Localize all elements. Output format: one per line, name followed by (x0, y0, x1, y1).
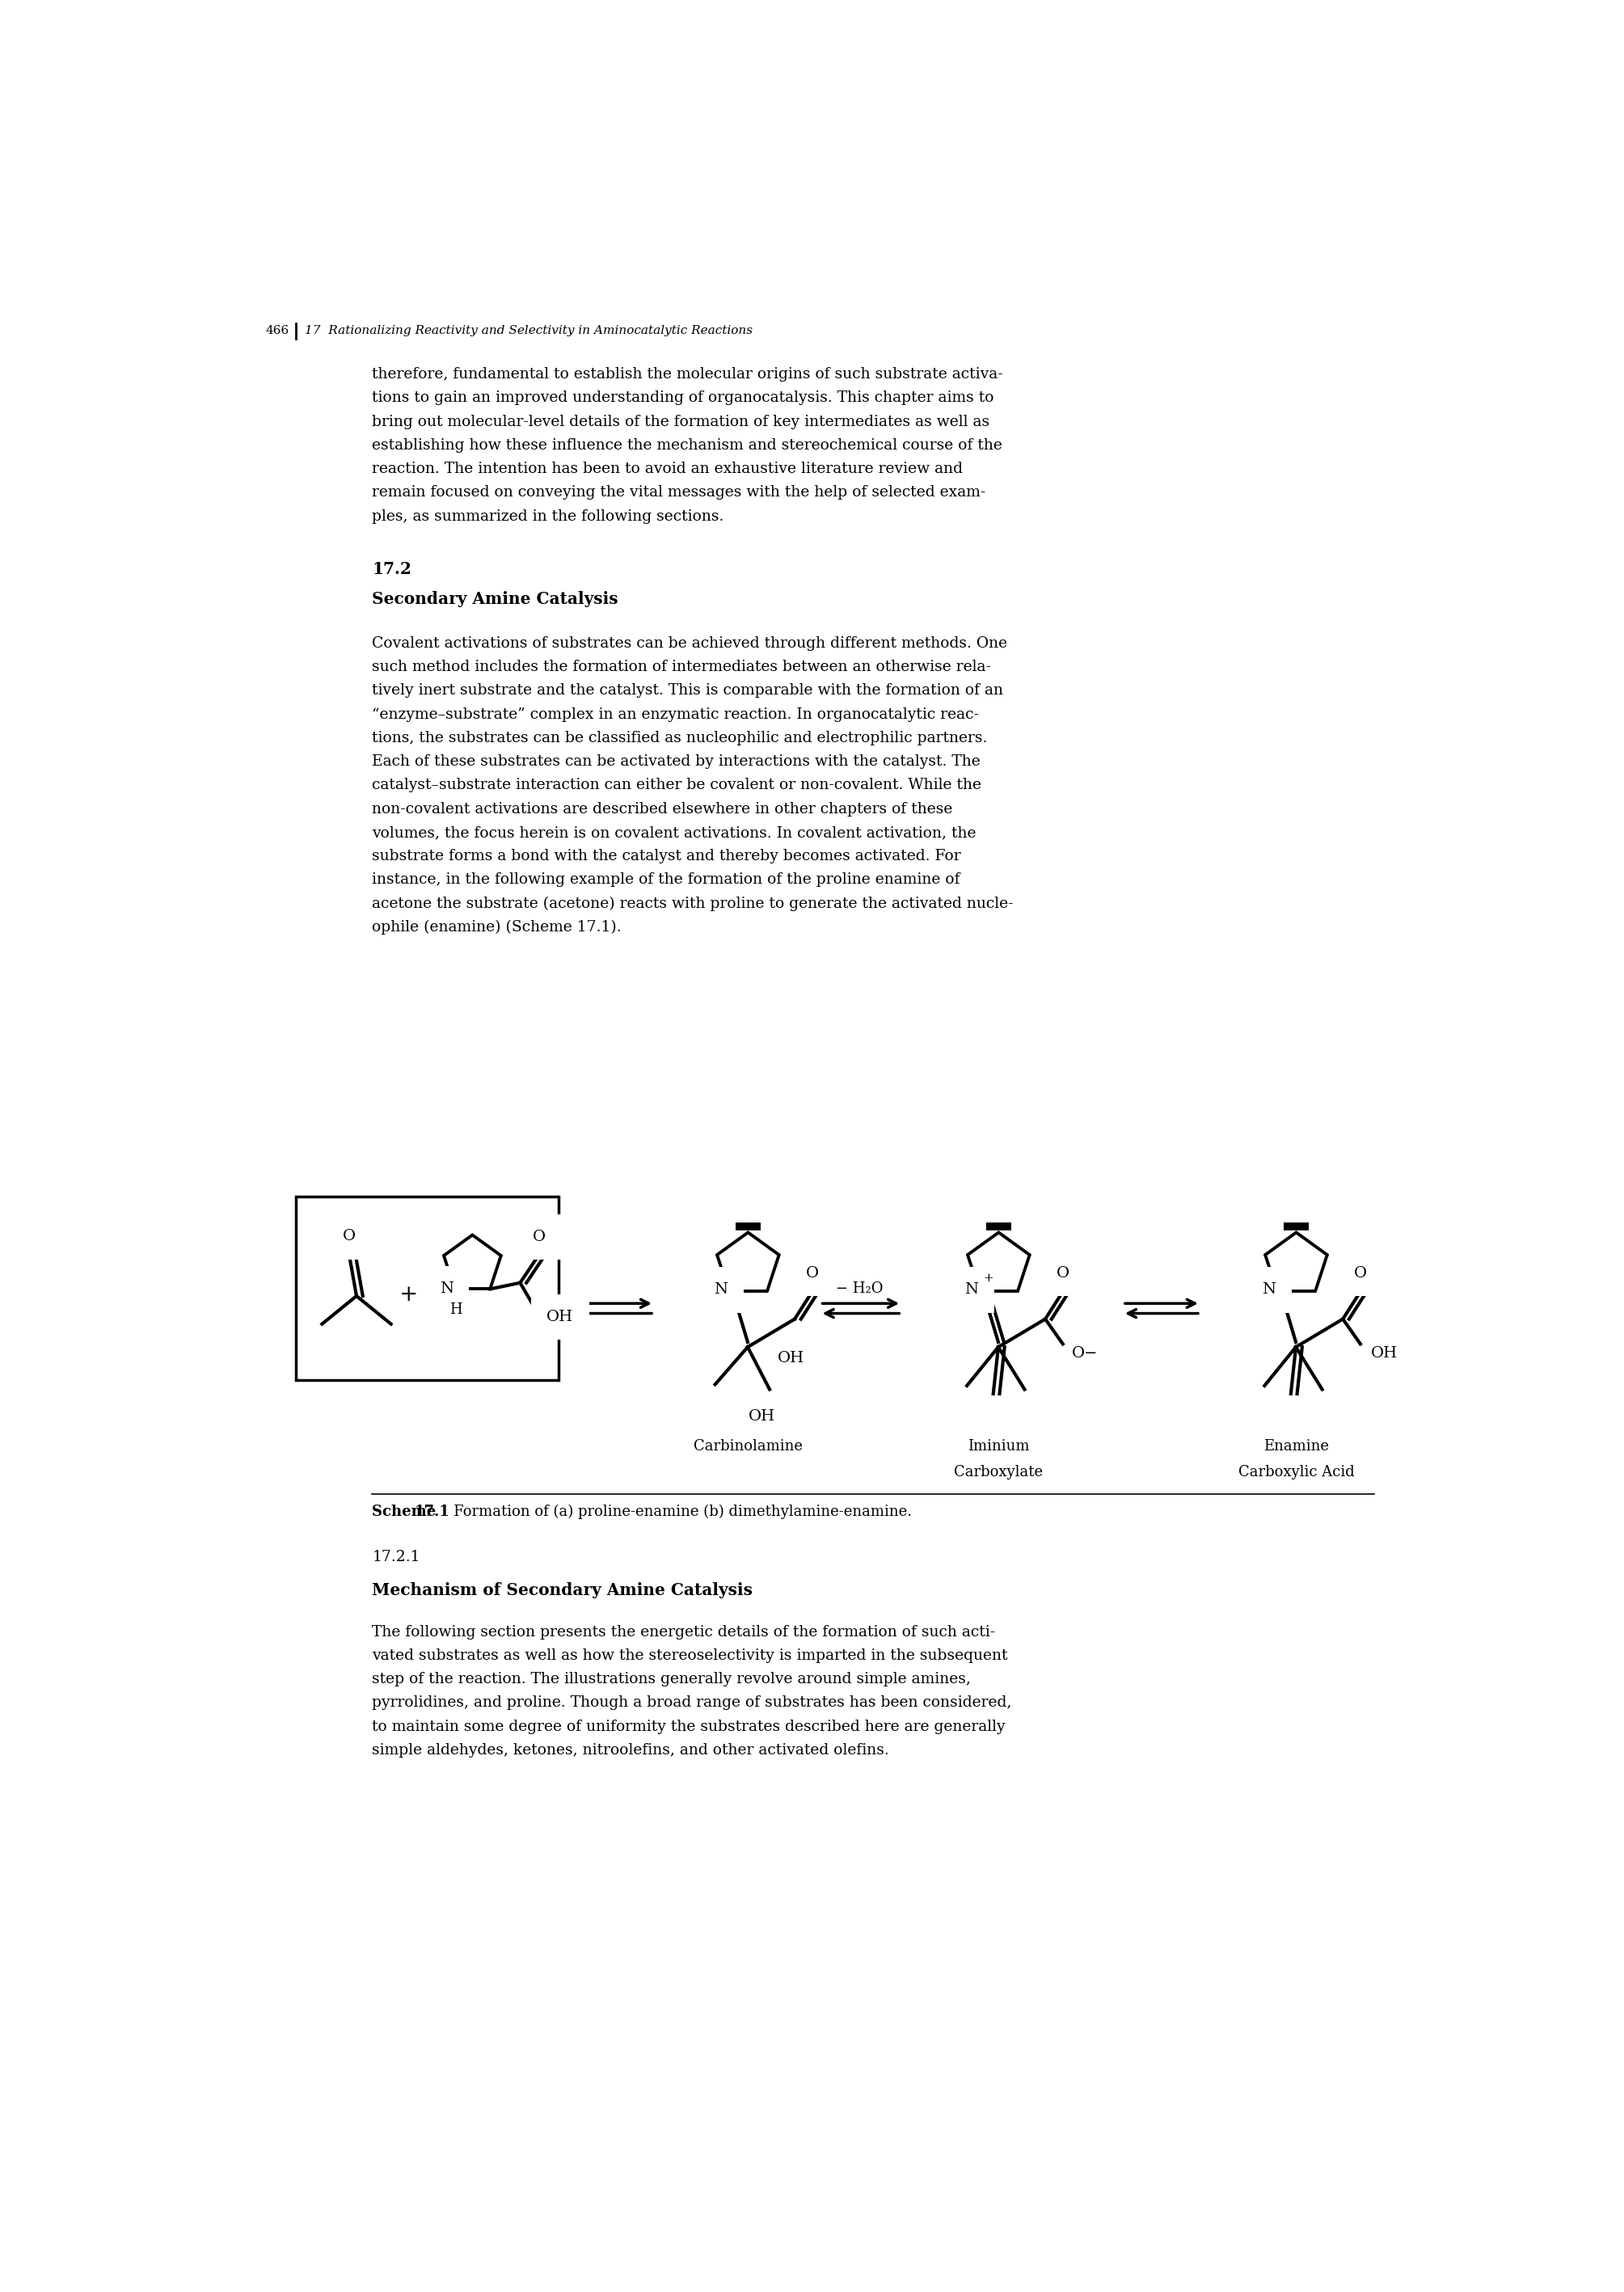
Text: N: N (715, 1284, 728, 1297)
Text: 17.2: 17.2 (372, 562, 411, 578)
Text: Carboxylate: Carboxylate (955, 1465, 1043, 1481)
Text: Mechanism of Secondary Amine Catalysis: Mechanism of Secondary Amine Catalysis (372, 1581, 754, 1598)
Text: simple aldehydes, ketones, nitroolefins, and other activated olefins.: simple aldehydes, ketones, nitroolefins,… (372, 1742, 890, 1758)
Text: O: O (1354, 1265, 1367, 1281)
Text: vated substrates as well as how the stereoselectivity is imparted in the subsequ: vated substrates as well as how the ster… (372, 1648, 1009, 1664)
Text: catalyst–substrate interaction can either be covalent or non-covalent. While the: catalyst–substrate interaction can eithe… (372, 777, 981, 793)
Bar (296, 1196, 559, 1380)
Text: − H₂O: − H₂O (836, 1281, 883, 1295)
Text: Scheme: Scheme (372, 1504, 442, 1520)
Text: “enzyme–substrate” complex in an enzymatic reaction. In organocatalytic reac-: “enzyme–substrate” complex in an enzymat… (372, 706, 979, 722)
Text: Enamine: Enamine (1263, 1439, 1328, 1453)
Text: N: N (1262, 1284, 1276, 1297)
Text: non-covalent activations are described elsewhere in other chapters of these: non-covalent activations are described e… (372, 802, 953, 816)
Text: OH: OH (1371, 1345, 1398, 1361)
Text: +: + (400, 1284, 419, 1306)
Text: such method includes the formation of intermediates between an otherwise rela-: such method includes the formation of in… (372, 660, 991, 674)
Text: establishing how these influence the mechanism and stereochemical course of the: establishing how these influence the mec… (372, 438, 1002, 454)
Text: therefore, fundamental to establish the molecular origins of such substrate acti: therefore, fundamental to establish the … (372, 367, 1004, 383)
Text: OH: OH (778, 1350, 804, 1366)
Text: O: O (1056, 1265, 1069, 1281)
Text: tively inert substrate and the catalyst. This is comparable with the formation o: tively inert substrate and the catalyst.… (372, 683, 1004, 699)
Text: The following section presents the energetic details of the formation of such ac: The following section presents the energ… (372, 1625, 996, 1639)
Text: Carboxylic Acid: Carboxylic Acid (1237, 1465, 1354, 1481)
Text: H: H (450, 1302, 463, 1318)
Text: OH: OH (749, 1410, 775, 1423)
Text: step of the reaction. The illustrations generally revolve around simple amines,: step of the reaction. The illustrations … (372, 1671, 971, 1687)
Text: reaction. The intention has been to avoid an exhaustive literature review and: reaction. The intention has been to avoi… (372, 461, 963, 477)
Text: O: O (533, 1229, 546, 1245)
Text: O: O (343, 1229, 356, 1245)
Text: +: + (983, 1272, 994, 1284)
Text: Each of these substrates can be activated by interactions with the catalyst. The: Each of these substrates can be activate… (372, 754, 981, 768)
Text: N: N (965, 1284, 978, 1297)
Text: acetone the substrate (acetone) reacts with proline to generate the activated nu: acetone the substrate (acetone) reacts w… (372, 896, 1013, 910)
Text: OH: OH (546, 1309, 573, 1325)
Text: Covalent activations of substrates can be achieved through different methods. On: Covalent activations of substrates can b… (372, 637, 1007, 651)
Text: 466: 466 (266, 325, 289, 337)
Text: O: O (806, 1265, 818, 1281)
Text: volumes, the focus herein is on covalent activations. In covalent activation, th: volumes, the focus herein is on covalent… (372, 825, 976, 839)
Text: substrate forms a bond with the catalyst and thereby becomes activated. For: substrate forms a bond with the catalyst… (372, 848, 961, 864)
Text: ples, as summarized in the following sections.: ples, as summarized in the following sec… (372, 509, 724, 523)
Text: 17  Rationalizing Reactivity and Selectivity in Aminocatalytic Reactions: 17 Rationalizing Reactivity and Selectiv… (304, 325, 752, 337)
Text: Carbinolamine: Carbinolamine (693, 1439, 802, 1453)
Text: Iminium: Iminium (968, 1439, 1030, 1453)
Text: 17.2.1: 17.2.1 (372, 1549, 421, 1565)
Text: instance, in the following example of the formation of the proline enamine of: instance, in the following example of th… (372, 873, 960, 887)
Text: pyrrolidines, and proline. Though a broad range of substrates has been considere: pyrrolidines, and proline. Though a broa… (372, 1696, 1012, 1710)
Text: tions, the substrates can be classified as nucleophilic and electrophilic partne: tions, the substrates can be classified … (372, 731, 987, 745)
Text: N: N (440, 1281, 453, 1297)
Text: Secondary Amine Catalysis: Secondary Amine Catalysis (372, 591, 619, 607)
Text: bring out molecular-level details of the formation of key intermediates as well : bring out molecular-level details of the… (372, 415, 991, 429)
Text: remain focused on conveying the vital messages with the help of selected exam-: remain focused on conveying the vital me… (372, 486, 986, 500)
Text: ophile (enamine) (Scheme 17.1).: ophile (enamine) (Scheme 17.1). (372, 919, 622, 935)
Text: tions to gain an improved understanding of organocatalysis. This chapter aims to: tions to gain an improved understanding … (372, 392, 994, 406)
Text: to maintain some degree of uniformity the substrates described here are generall: to maintain some degree of uniformity th… (372, 1719, 1005, 1733)
Text: O−: O− (1072, 1345, 1098, 1361)
Text: Formation of (a) proline-enamine (b) dimethylamine-enamine.: Formation of (a) proline-enamine (b) dim… (440, 1504, 913, 1520)
Text: 17.1: 17.1 (414, 1504, 450, 1520)
